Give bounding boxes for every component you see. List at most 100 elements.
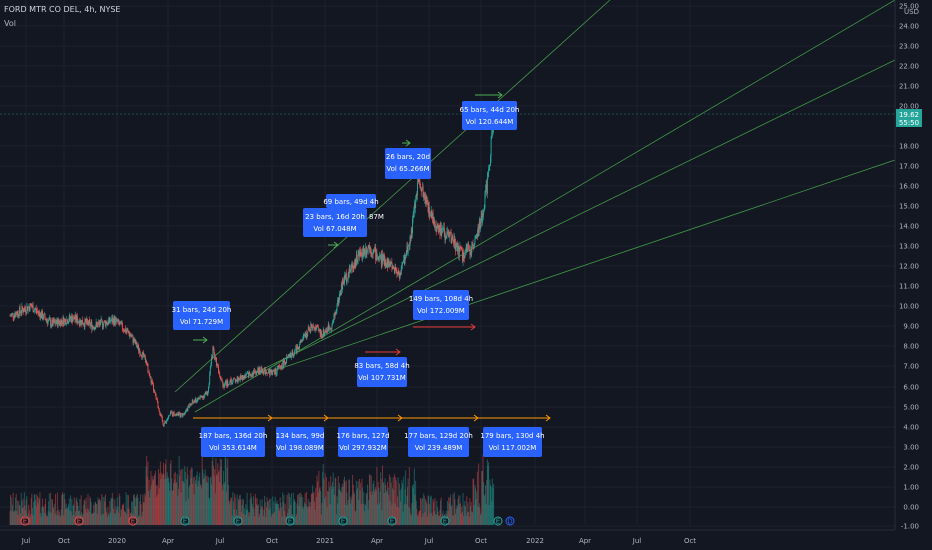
earnings-marker[interactable]: E (387, 516, 397, 526)
forecast-arrows[interactable] (193, 91, 551, 422)
range-box[interactable]: 69 bars, 49d 4h (323, 194, 379, 208)
candle-body (43, 313, 45, 315)
volume-bar (325, 496, 327, 525)
earnings-marker[interactable]: E (338, 516, 348, 526)
candle-body (268, 369, 270, 371)
earnings-marker[interactable]: D (505, 516, 515, 526)
trendline[interactable] (174, 0, 611, 393)
candle-body (274, 370, 276, 374)
arrow-head[interactable] (470, 323, 476, 331)
earnings-marker[interactable]: E (285, 516, 295, 526)
trendline[interactable] (244, 59, 896, 379)
candle-body (20, 311, 22, 314)
volume-bar (323, 498, 325, 525)
trendline[interactable] (269, 159, 896, 373)
volume-bar (119, 516, 121, 525)
volume-bar (450, 506, 452, 525)
earnings-marker[interactable]: E (180, 516, 190, 526)
candle-body (306, 336, 308, 338)
volume-bar (406, 487, 408, 525)
arrow-head[interactable] (333, 241, 339, 249)
candle-body (355, 259, 357, 266)
candle-body (288, 354, 290, 356)
candle-body (191, 404, 193, 405)
trendlines[interactable] (0, 0, 896, 413)
volume-bar (166, 472, 168, 525)
candle-body (96, 322, 98, 324)
volume-bar (448, 497, 450, 525)
volume-bar (56, 492, 58, 525)
volume-bar (226, 467, 228, 525)
earnings-marker[interactable]: E (128, 516, 138, 526)
candle-body (217, 365, 219, 366)
price-tick-label: 21.00 (899, 83, 919, 91)
candle-body (227, 380, 229, 386)
candle-body (330, 328, 332, 330)
trendline[interactable] (194, 0, 896, 413)
volume-bar (250, 496, 252, 525)
volume-bar (83, 504, 85, 525)
candle-body (39, 313, 41, 319)
range-box-bg (276, 427, 324, 457)
volume-bar (214, 492, 216, 525)
candle-body (338, 299, 340, 304)
candle-body (67, 319, 68, 324)
earnings-marker[interactable]: E (20, 516, 30, 526)
volume-bar (330, 476, 332, 525)
candle-body (449, 232, 451, 234)
candle-body (488, 166, 490, 169)
candle-body (254, 370, 256, 371)
volume-bar (289, 494, 291, 525)
volume-bar (128, 495, 130, 525)
volume-bar (393, 489, 395, 525)
arrow-head[interactable] (497, 91, 503, 99)
arrow-head[interactable] (545, 414, 551, 422)
candle-body (55, 322, 57, 324)
candle-body (399, 272, 401, 279)
time-axis[interactable]: Jul Oct 2020 Apr Jul Oct 2021 Apr Jul Oct 2022 Apr J… (0, 529, 895, 545)
price-axis[interactable]: 25.0024.0023.0022.0021.0020.0018.0017.00… (894, 0, 922, 531)
volume-bar (314, 510, 316, 525)
earnings-marker[interactable]: E (440, 516, 450, 526)
earnings-marker[interactable]: E (74, 516, 84, 526)
volume-bar (392, 477, 394, 525)
candle-body (274, 368, 276, 374)
range-box-bg (408, 427, 469, 457)
candle-body (272, 370, 274, 371)
candle-body (481, 213, 483, 224)
volume-bar (142, 494, 144, 525)
candle-body (375, 252, 377, 260)
volume-bar (342, 486, 344, 525)
price-tick-label: 9.00 (903, 323, 919, 331)
earnings-marker[interactable]: E (233, 516, 243, 526)
volume-bar (421, 516, 423, 525)
candle-body (201, 396, 203, 398)
volume-bar (414, 494, 416, 525)
volume-bar (241, 505, 243, 525)
symbol-title[interactable]: FORD MTR CO DEL, 4h, NYSE (4, 5, 121, 14)
volume-bar (101, 513, 103, 525)
candle-body (231, 380, 233, 385)
range-box-bars: 31 bars, 24d 20h (172, 306, 232, 314)
earnings-marker[interactable]: E (493, 516, 503, 526)
arrow-head[interactable] (405, 139, 411, 147)
arrow-head[interactable] (202, 336, 208, 344)
candle-body (155, 394, 157, 399)
volume-bar (207, 476, 209, 525)
volume-bar (469, 498, 471, 525)
arrow-head[interactable] (395, 348, 401, 356)
